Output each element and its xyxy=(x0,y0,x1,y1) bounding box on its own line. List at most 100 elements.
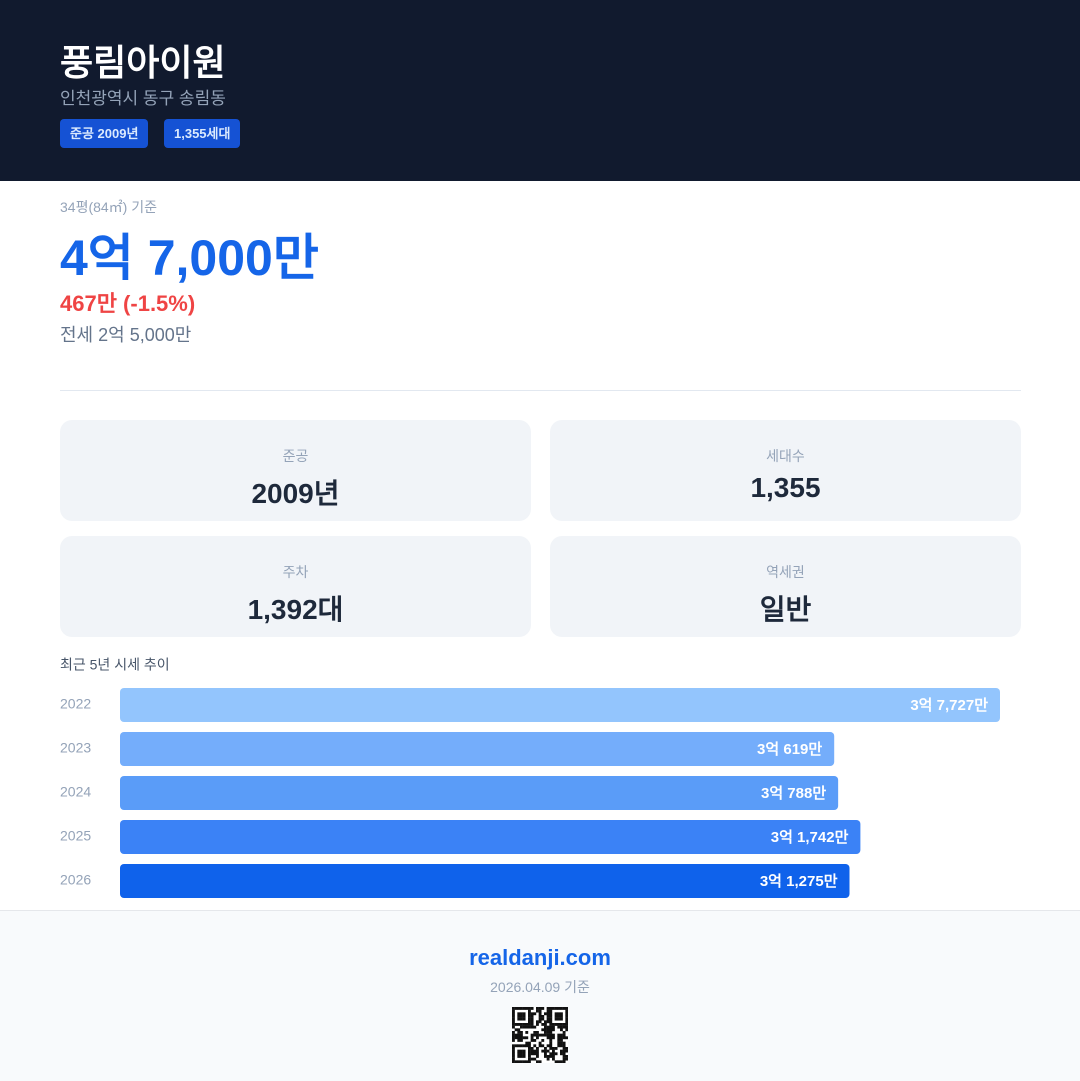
qr-module xyxy=(554,1007,558,1010)
stat-card: 역세권 일반 xyxy=(550,536,1021,637)
qr-module xyxy=(549,1041,553,1045)
qr-module xyxy=(538,1009,542,1013)
qr-module xyxy=(557,1025,561,1029)
qr-module xyxy=(522,1023,526,1026)
qr-module xyxy=(554,1023,558,1026)
qr-module xyxy=(536,1055,539,1058)
qr-module xyxy=(544,1049,547,1053)
qr-module xyxy=(514,1033,518,1037)
badge: 준공 2009년 xyxy=(60,119,149,148)
y-tick-label: 2023 xyxy=(60,740,91,756)
y-tick-label: 2024 xyxy=(60,784,91,800)
qr-module xyxy=(512,1025,515,1029)
qr-module xyxy=(562,1036,566,1040)
price-change: 467만 (-1.5%) xyxy=(60,291,196,316)
chart-title: 최근 5년 시세 추이 xyxy=(60,657,170,673)
stat-label: 주차 xyxy=(282,564,309,580)
qr-module xyxy=(557,1015,561,1018)
qr-module xyxy=(565,1017,568,1021)
qr-module xyxy=(562,1033,566,1037)
qr-module xyxy=(528,1060,531,1063)
qr-module xyxy=(512,1036,515,1040)
qr-module xyxy=(544,1055,547,1058)
qr-module xyxy=(560,1033,563,1037)
qr-module xyxy=(512,1007,515,1010)
qr-module xyxy=(530,1015,534,1018)
qr-module xyxy=(517,1036,521,1040)
qr-module xyxy=(546,1031,550,1034)
qr-module xyxy=(546,1044,550,1048)
qr-module xyxy=(549,1055,553,1058)
qr-module xyxy=(554,1047,558,1050)
qr-module xyxy=(562,1044,566,1048)
qr-module xyxy=(517,1033,521,1037)
qr-module xyxy=(565,1023,568,1026)
qr-module xyxy=(514,1007,518,1010)
qr-module xyxy=(541,1015,545,1018)
site-link[interactable]: realdanji.com xyxy=(469,945,611,970)
qr-module xyxy=(522,1055,526,1058)
qr-module xyxy=(528,1015,531,1018)
qr-module xyxy=(512,1057,515,1061)
qr-module xyxy=(562,1052,566,1056)
qr-module xyxy=(544,1020,547,1024)
qr-module xyxy=(520,1055,523,1058)
qr-module xyxy=(557,1039,561,1042)
qr-module xyxy=(549,1028,553,1032)
qr-module xyxy=(557,1007,561,1010)
bar xyxy=(120,820,861,854)
qr-module xyxy=(533,1012,537,1016)
qr-module xyxy=(562,1023,566,1026)
stat-value: 1,355 xyxy=(750,472,821,503)
qr-module xyxy=(528,1041,531,1045)
qr-module xyxy=(533,1033,537,1037)
qr-module xyxy=(512,1033,515,1037)
qr-module xyxy=(538,1007,542,1010)
badge: 1,355세대 xyxy=(164,119,241,148)
qr-module xyxy=(536,1036,539,1040)
qr-module xyxy=(522,1007,526,1010)
qr-module xyxy=(520,1007,523,1010)
qr-module xyxy=(544,1023,547,1026)
date: 2026.04.09 기준 xyxy=(490,979,590,995)
qr-module xyxy=(525,1060,529,1063)
qr-module xyxy=(538,1044,542,1048)
qr-module xyxy=(552,1052,555,1056)
qr-module xyxy=(538,1041,542,1045)
qr-module xyxy=(520,1033,523,1037)
qr-module xyxy=(533,1057,537,1061)
y-tick-label: 2022 xyxy=(60,696,91,712)
qr-module xyxy=(525,1036,529,1040)
qr-module xyxy=(560,1017,563,1021)
qr-module xyxy=(522,1015,526,1018)
qr-module xyxy=(517,1052,521,1056)
qr-module xyxy=(517,1049,521,1053)
qr-module xyxy=(520,1025,523,1029)
qr-module xyxy=(560,1044,563,1048)
qr-module xyxy=(541,1044,545,1048)
qr-module xyxy=(544,1031,547,1034)
qr-module xyxy=(552,1057,555,1061)
value-label: 3억 7,727만 xyxy=(910,696,988,714)
qr-module xyxy=(517,1007,521,1010)
qr-module xyxy=(538,1015,542,1018)
qr-module xyxy=(517,1023,521,1026)
qr-module xyxy=(536,1052,539,1056)
qr-module xyxy=(528,1055,531,1058)
qr-module xyxy=(522,1012,526,1016)
qr-module xyxy=(560,1015,563,1018)
qr-module xyxy=(525,1007,529,1010)
stat-value: 1,392대 xyxy=(247,594,344,625)
stat-card: 세대수 1,355 xyxy=(550,420,1021,521)
qr-module xyxy=(530,1047,534,1050)
bar xyxy=(120,864,850,898)
qr-module xyxy=(562,1041,566,1045)
qr-module xyxy=(541,1017,545,1021)
qr-module xyxy=(530,1023,534,1026)
qr-module xyxy=(536,1020,539,1024)
qr-module xyxy=(512,1060,515,1063)
qr-module xyxy=(512,1020,515,1024)
qr-module xyxy=(565,1009,568,1013)
qr-module xyxy=(517,1055,521,1058)
